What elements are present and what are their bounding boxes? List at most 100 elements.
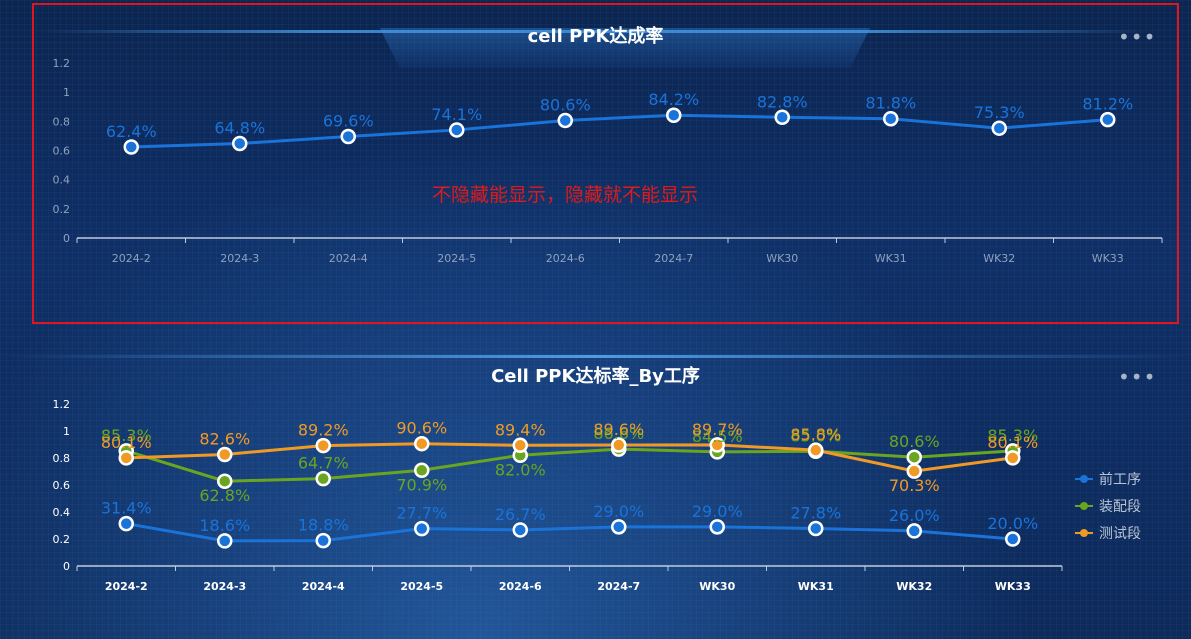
y-tick-label: 0.4 [53,174,71,187]
data-point [315,470,331,487]
data-point [906,449,922,465]
data-label: 84.2% [648,90,699,109]
x-tick-label: 2024-7 [597,580,640,593]
legend-swatch-icon [1075,528,1093,538]
data-point [709,519,725,535]
data-label: 80.1% [101,433,152,452]
x-tick-label: WK30 [766,252,798,265]
bottom-chart-legend: 前工序 装配段 测试段 [1075,465,1141,546]
x-tick-label: 2024-7 [654,252,693,265]
series-line [125,522,1013,543]
x-tick-label: 2024-2 [105,580,148,593]
data-label: 18.6% [199,516,250,535]
data-label: 29.0% [692,502,743,521]
data-point [217,446,233,463]
data-label: 69.6% [323,112,374,131]
data-label: 26.7% [495,505,546,524]
legend-label: 装配段 [1099,498,1141,515]
data-label: 82.8% [757,92,808,111]
y-tick-label: 0.2 [53,533,71,546]
data-label: 74.1% [431,105,482,124]
data-point [414,520,430,537]
x-tick-label: 2024-6 [499,580,542,593]
data-label: 29.0% [593,502,644,521]
y-tick-label: 1.2 [53,398,71,411]
data-point [557,112,573,129]
y-tick-label: 1.2 [53,57,71,70]
series-line [126,442,1013,473]
data-label: 62.4% [106,122,157,141]
data-point [906,463,922,479]
data-point [611,519,627,535]
data-point [123,139,139,155]
data-point [512,437,528,454]
legend-label: 前工序 [1099,471,1141,488]
data-label: 85.8% [790,425,841,444]
data-label: 89.2% [298,421,349,440]
x-tick-label: 2024-3 [220,252,259,265]
x-tick-label: WK33 [995,580,1031,593]
data-label: 75.3% [974,103,1025,122]
top-chart-title: cell PPK达成率 [527,26,664,47]
data-label: 85.3% [987,426,1038,445]
legend-item-装配段[interactable]: 装配段 [1075,492,1141,519]
data-label: 26.0% [889,506,940,525]
y-tick-label: 0.8 [53,452,71,465]
data-point [217,533,233,549]
data-label: 64.7% [298,454,349,473]
data-point [906,523,922,539]
data-label: 80.1% [987,433,1038,452]
data-point [808,520,824,537]
data-label: 80.6% [540,95,591,114]
x-tick-label: 2024-3 [203,580,246,593]
bottom-header-glow-line [0,355,1191,358]
series-line [125,447,1013,483]
data-point [1005,531,1021,547]
data-point [611,437,627,453]
data-label: 85.3% [101,426,152,445]
legend-item-测试段[interactable]: 测试段 [1075,519,1141,546]
highlight-frame [32,3,1179,324]
data-point [340,128,356,145]
data-point [709,437,725,453]
y-tick-label: 1 [63,86,70,99]
top-chart-panel: cell PPK达成率 ••• 0 0.2 0.4 0.6 0.8 1 1.2 2024-2 2… [32,3,1179,324]
data-point [991,120,1007,136]
x-tick-label: WK31 [875,252,907,265]
data-point [217,473,233,489]
data-label: 89.6% [593,420,644,439]
data-point [118,450,134,466]
data-point [414,462,430,479]
data-point [774,109,790,125]
data-label: 82.6% [199,429,250,448]
x-tick-label: 2024-5 [437,252,476,265]
data-point [315,532,331,549]
legend-item-前工序[interactable]: 前工序 [1075,465,1141,492]
data-label: 89.4% [495,420,546,439]
data-point [1005,450,1021,466]
data-label: 85.0% [790,426,841,445]
data-label: 81.2% [1082,95,1133,114]
data-label: 90.6% [396,419,447,438]
series-line [131,113,1108,149]
x-tick-label: 2024-4 [302,580,345,593]
data-label: 80.6% [889,432,940,451]
data-point [808,442,824,458]
x-tick-label: WK32 [983,252,1015,265]
y-tick-label: 0.4 [53,506,71,519]
data-label: 82.0% [495,460,546,479]
data-label: 70.9% [396,475,447,494]
y-tick-label: 0.6 [53,145,71,158]
x-tick-label: 2024-5 [400,580,443,593]
x-tick-label: 2024-4 [329,252,368,265]
data-point [118,515,134,532]
x-tick-label: WK31 [798,580,834,593]
x-tick-label: 2024-2 [112,252,151,265]
legend-swatch-icon [1075,474,1093,484]
data-label: 70.3% [889,476,940,495]
top-chart-plot: 0 0.2 0.4 0.6 0.8 1 1.2 2024-2 2024-3 2024-4 2024-… [53,57,1163,265]
header-band [380,28,870,68]
legend-swatch-icon [1075,501,1093,511]
